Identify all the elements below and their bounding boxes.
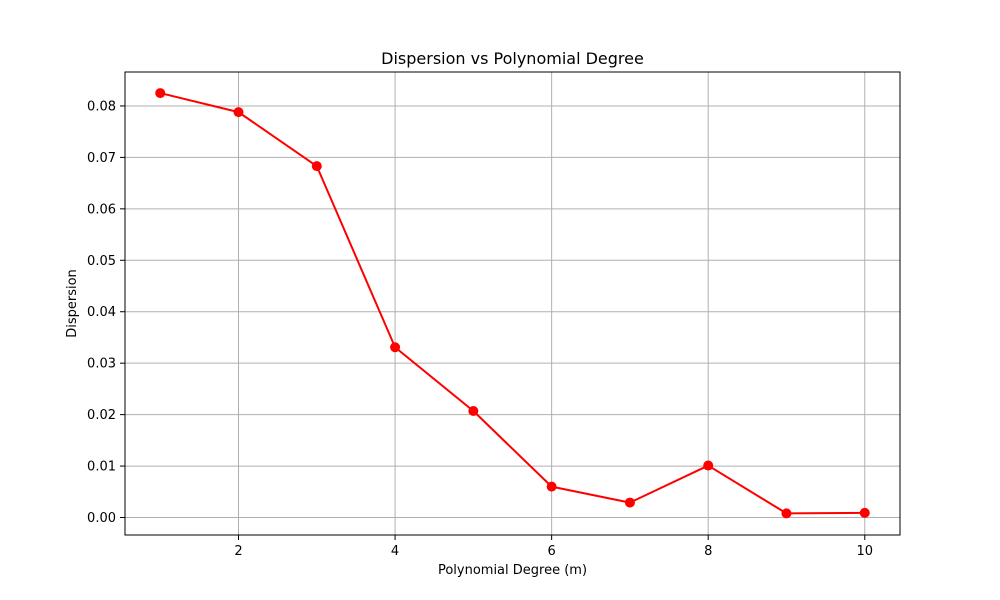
y-tick-label: 0.05	[87, 254, 116, 269]
plot-area	[124, 71, 901, 536]
y-tick-label: 0.07	[87, 151, 116, 166]
data-point-marker	[781, 508, 792, 519]
x-tick-label: 6	[548, 544, 556, 559]
data-point-marker	[859, 507, 870, 518]
axis-ticks: 2 4 6 8 10 0.00 0.01 0.02 0.03 0.04 0.05 0.06 0.07 0.…	[87, 99, 873, 559]
data-point-marker	[311, 161, 322, 172]
chart-title: Dispersion vs Polynomial Degree	[381, 49, 644, 68]
y-tick-label: 0.00	[87, 511, 116, 526]
series-layer	[155, 88, 870, 519]
y-tick-label: 0.03	[87, 357, 116, 372]
x-tick-label: 2	[234, 544, 242, 559]
data-point-marker	[390, 342, 401, 353]
x-tick-label: 4	[391, 544, 399, 559]
y-tick-label: 0.02	[87, 408, 116, 423]
x-tick-label: 10	[856, 544, 873, 559]
data-point-marker	[155, 88, 166, 99]
y-tick-label: 0.06	[87, 202, 116, 217]
data-point-marker	[624, 497, 635, 508]
data-point-marker	[703, 460, 714, 471]
data-point-marker	[468, 406, 479, 417]
x-tick-label: 8	[704, 544, 712, 559]
grid-lines	[125, 72, 900, 535]
data-point-marker	[233, 107, 244, 118]
y-tick-label: 0.01	[87, 460, 116, 475]
y-tick-label: 0.04	[87, 305, 116, 320]
data-point-marker	[546, 481, 557, 492]
x-axis-title: Polynomial Degree (m)	[438, 563, 587, 578]
series-line	[159, 92, 865, 515]
y-axis-title: Dispersion	[65, 269, 80, 338]
y-tick-label: 0.08	[87, 99, 116, 114]
